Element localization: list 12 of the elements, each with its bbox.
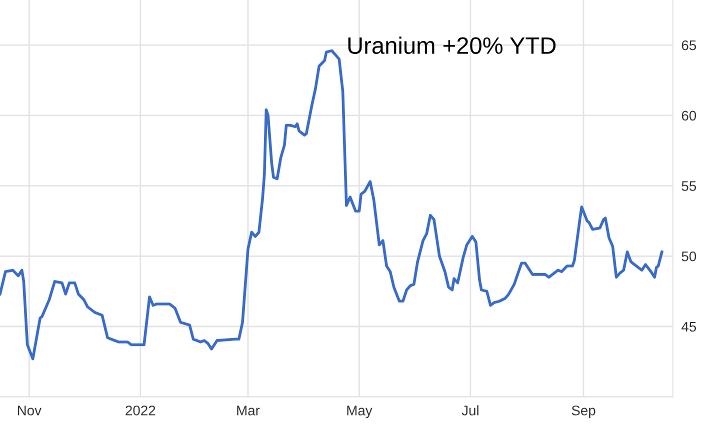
y-tick-label: 45 <box>681 322 696 332</box>
x-tick-label: May <box>347 406 372 418</box>
x-tick-label: Jul <box>462 405 478 416</box>
x-tick-label: Nov <box>18 406 42 416</box>
x-tick-label: Sep <box>572 406 596 418</box>
y-tick-label: 60 <box>682 110 696 121</box>
annotation: Uranium +20% YTD <box>348 36 556 54</box>
y-tick-label: 65 <box>682 40 696 50</box>
y-tick-label: 55 <box>682 181 696 191</box>
y-tick-label: 50 <box>682 251 696 262</box>
x-tick-label: 2022 <box>126 406 156 416</box>
x-tick-label: Mar <box>237 406 260 416</box>
